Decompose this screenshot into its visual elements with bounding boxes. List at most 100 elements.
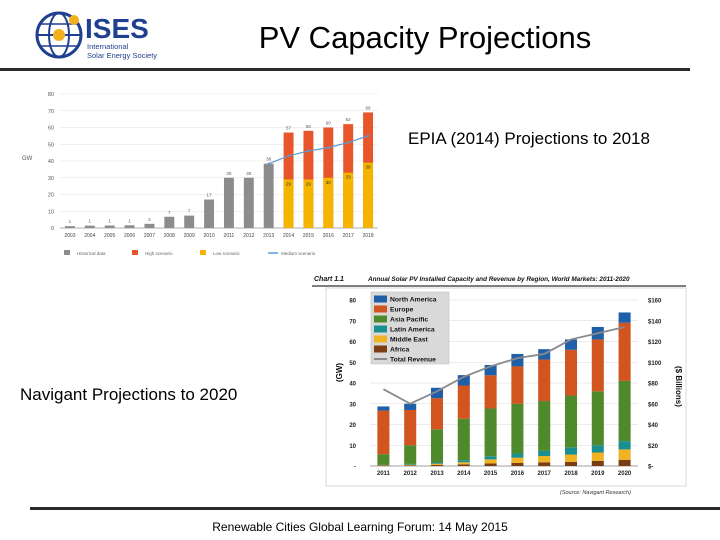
epia-x-tick-label: 2011 — [224, 233, 235, 239]
epia-x-tick-label: 2005 — [104, 233, 115, 239]
epia-y-tick-label: 40 — [48, 159, 54, 165]
epia-data-label: 30 — [246, 171, 252, 176]
epia-historical-bar — [204, 199, 215, 228]
navigant-bar-latin-america — [404, 463, 417, 465]
navigant-bar-asia-pacific — [591, 391, 604, 446]
epia-medium-line — [268, 135, 369, 165]
navigant-y-tick-label: 60 — [349, 340, 356, 346]
navigant-bar-latin-america — [484, 456, 497, 460]
epia-data-label: 7 — [188, 209, 191, 214]
epia-historical-bar — [164, 216, 175, 228]
epia-medium-point — [267, 162, 270, 165]
logo-acronym: ISES — [85, 13, 149, 44]
epia-historical-bar — [64, 226, 75, 228]
navigant-legend-label: Middle East — [390, 337, 429, 344]
epia-historical-bar — [104, 225, 115, 228]
epia-data-label: 69 — [366, 105, 372, 110]
epia-x-tick-label: 2012 — [243, 233, 254, 239]
navigant-y-tick-label: 70 — [349, 319, 356, 325]
navigant-bar-middle-east — [511, 457, 524, 463]
navigant-y-tick-label: 80 — [349, 299, 356, 305]
epia-medium-point — [307, 149, 310, 153]
navigant-bar-latin-america — [618, 441, 631, 450]
epia-low-data-label: 29 — [306, 181, 312, 186]
epia-caption: EPIA (2014) Projections to 2018 — [408, 129, 650, 148]
logo-name-line-1: International — [87, 42, 129, 51]
navigant-chart: Chart 1.1 Annual Solar PV Installed Capa… — [298, 270, 690, 505]
epia-x-tick-label: 2004 — [84, 233, 95, 239]
navigant-legend-label: Total Revenue — [390, 357, 436, 364]
epia-legend-label: High scenario — [145, 251, 173, 256]
epia-x-tick-label: 2010 — [204, 233, 215, 239]
globe-icon — [35, 11, 83, 59]
epia-low-data-label: 30 — [326, 180, 332, 185]
epia-data-label: 1 — [89, 219, 92, 224]
navigant-bar-asia-pacific — [564, 395, 578, 448]
epia-y-axis-label: GW — [22, 156, 33, 162]
epia-historical-bar — [84, 225, 95, 228]
navigant-bar-europe — [377, 410, 390, 455]
epia-x-tick-label: 2018 — [363, 233, 374, 239]
navigant-bar-asia-pacific — [377, 454, 390, 465]
epia-x-tick-label: 2003 — [64, 233, 75, 239]
navigant-y-tick-label: 30 — [349, 402, 356, 408]
epia-medium-point — [366, 134, 370, 138]
navigant-legend-swatch — [374, 315, 387, 323]
navigant-bar-north-america — [377, 406, 390, 411]
navigant-caption: Navigant Projections to 2020 — [20, 385, 238, 404]
epia-data-label: 7 — [168, 210, 171, 215]
navigant-y-tick-label: 20 — [349, 423, 356, 429]
navigant-x-tick-label: 2016 — [511, 471, 525, 477]
navigant-y-tick-label: 50 — [349, 361, 356, 367]
epia-data-label: 58 — [306, 124, 312, 129]
navigant-bar-middle-east — [564, 454, 578, 462]
navigant-legend-label: Latin America — [390, 327, 435, 334]
navigant-bar-europe — [591, 339, 604, 392]
navigant-x-tick-label: 2011 — [377, 471, 391, 477]
navigant-legend-label: Africa — [390, 347, 409, 354]
navigant-y2-tick-label: $40 — [648, 423, 659, 429]
navigant-chart-title: Annual Solar PV Installed Capacity and R… — [367, 276, 630, 283]
navigant-bar-middle-east — [430, 463, 444, 465]
epia-data-label: 38 — [266, 157, 272, 162]
page-title: PV Capacity Projections — [258, 20, 592, 55]
navigant-bar-africa — [377, 465, 390, 466]
epia-legend-swatch — [64, 250, 70, 255]
footer-text: Renewable Cities Global Learning Forum: … — [212, 520, 508, 534]
navigant-bar-europe — [511, 366, 524, 404]
navigant-bar-asia-pacific — [457, 418, 470, 461]
footer-divider — [30, 507, 720, 510]
epia-medium-point — [287, 154, 290, 158]
navigant-x-tick-label: 2019 — [591, 471, 605, 477]
epia-low-data-label: 33 — [346, 175, 352, 180]
navigant-legend-swatch — [374, 345, 387, 353]
navigant-bar-africa — [430, 464, 444, 466]
navigant-x-tick-label: 2020 — [618, 471, 632, 477]
epia-medium-point — [346, 141, 350, 144]
navigant-bar-africa — [591, 460, 604, 466]
epia-x-tick-label: 2006 — [124, 233, 135, 239]
navigant-bar-europe — [538, 359, 551, 402]
epia-y-tick-label: 30 — [48, 176, 54, 182]
epia-data-label: 60 — [326, 121, 332, 126]
navigant-bar-asia-pacific — [511, 403, 524, 454]
epia-data-label: 62 — [346, 117, 352, 122]
epia-low-bar — [283, 179, 294, 228]
navigant-bar-europe — [404, 409, 417, 446]
navigant-y2-tick-label: $140 — [648, 319, 662, 325]
epia-historical-bar — [243, 177, 254, 228]
navigant-legend-swatch — [374, 325, 387, 333]
navigant-bar-africa — [404, 465, 417, 466]
navigant-y-tick-label: 40 — [349, 382, 356, 388]
navigant-bar-europe — [618, 322, 631, 381]
epia-y-tick-label: 60 — [48, 126, 54, 132]
navigant-bar-latin-america — [457, 460, 470, 463]
navigant-bar-asia-pacific — [404, 445, 417, 464]
navigant-x-tick-label: 2013 — [430, 471, 444, 477]
navigant-y2-tick-label: $100 — [648, 361, 662, 367]
navigant-bar-asia-pacific — [484, 408, 497, 457]
epia-chart: 0 10 20 30 40 50 60 70 80 2003 2004 2005 2006 2007 20… — [20, 88, 385, 268]
epia-x-tick-label: 2007 — [144, 233, 155, 239]
epia-x-tick-label: 2015 — [303, 233, 314, 239]
navigant-legend-label: North America — [390, 297, 437, 304]
